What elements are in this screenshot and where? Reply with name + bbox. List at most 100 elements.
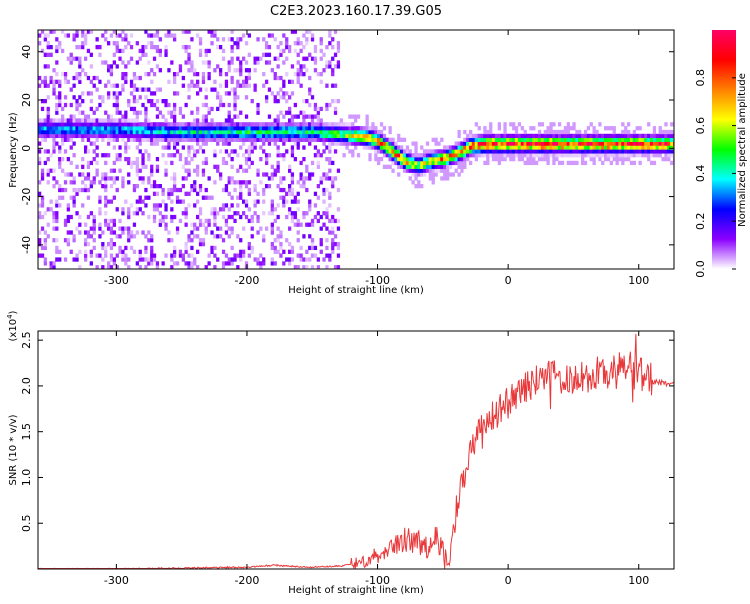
heatmap-cell — [483, 133, 487, 139]
heatmap-cell — [38, 253, 42, 258]
heatmap-cell — [345, 129, 349, 135]
heatmap-cell — [532, 141, 536, 146]
heatmap-cell — [299, 184, 303, 189]
heatmap-cell — [319, 238, 323, 243]
heatmap-cell — [563, 137, 568, 142]
heatmap-cell — [175, 126, 180, 131]
heatmap-cell — [514, 153, 519, 158]
heatmap-cell — [92, 238, 96, 243]
heatmap-cell — [575, 153, 579, 158]
heatmap-cell — [457, 157, 461, 162]
heatmap-cell — [379, 122, 384, 127]
heatmap-cell — [356, 137, 361, 142]
heatmap-cell — [333, 106, 338, 112]
heatmap-cell — [132, 106, 137, 112]
heatmap-cell — [374, 137, 378, 142]
heatmap-cell — [259, 145, 263, 150]
heatmap-cell — [661, 133, 665, 139]
heatmap-cell — [509, 157, 513, 162]
heatmap-cell — [213, 180, 217, 185]
heatmap-cell — [221, 261, 226, 266]
heatmap-cell — [132, 110, 137, 115]
heatmap-cell — [204, 52, 208, 57]
heatmap-cell — [221, 157, 226, 162]
heatmap-cell — [196, 214, 200, 220]
heatmap-cell — [109, 265, 114, 269]
heatmap-cell — [356, 153, 361, 158]
heatmap-cell — [112, 118, 116, 123]
heatmap-cell — [368, 129, 372, 135]
heatmap-cell — [288, 168, 292, 173]
heatmap-cell — [155, 203, 160, 208]
heatmap-cell — [224, 141, 229, 146]
heatmap-cell — [86, 230, 91, 235]
heatmap-cell — [78, 95, 82, 100]
heatmap-cell — [38, 214, 42, 220]
heatmap-cell — [178, 157, 183, 162]
heatmap-cell — [296, 79, 300, 84]
heatmap-cell — [118, 33, 122, 38]
heatmap-cell — [305, 30, 309, 34]
heatmap-cell — [336, 245, 341, 251]
heatmap-cell — [365, 118, 369, 123]
heatmap-cell — [224, 133, 229, 139]
heatmap-cell — [546, 141, 550, 146]
heatmap-cell — [135, 75, 139, 81]
heatmap-cell — [152, 33, 157, 38]
heatmap-cell — [595, 129, 599, 135]
heatmap-cell — [193, 137, 197, 142]
heatmap-cell — [322, 191, 326, 196]
heatmap-cell — [244, 129, 249, 135]
heatmap-cell — [296, 129, 300, 135]
heatmap-cell — [236, 37, 240, 42]
heatmap-cell — [49, 133, 53, 139]
heatmap-cell — [227, 153, 231, 158]
heatmap-cell — [356, 114, 361, 119]
heatmap-cell — [420, 157, 424, 162]
x-tick-label: -300 — [104, 574, 129, 587]
heatmap-cell — [293, 30, 297, 34]
heatmap-cell — [293, 195, 297, 200]
heatmap-cell — [95, 160, 99, 166]
heatmap-cell — [184, 249, 188, 254]
heatmap-cell — [572, 126, 576, 131]
heatmap-cell — [167, 33, 171, 38]
heatmap-cell — [101, 122, 105, 127]
heatmap-cell — [230, 180, 234, 185]
heatmap-cell — [423, 153, 427, 158]
heatmap-cell — [107, 126, 111, 131]
heatmap-cell — [265, 95, 269, 100]
heatmap-cell — [147, 257, 151, 262]
snr-y-scale-label: (x104) — [6, 310, 19, 341]
heatmap-cell — [138, 133, 142, 139]
heatmap-cell — [379, 129, 384, 135]
heatmap-cell — [569, 160, 573, 166]
heatmap-cell — [129, 137, 134, 142]
heatmap-cell — [190, 133, 194, 139]
heatmap-cell — [615, 149, 619, 154]
heatmap-cell — [629, 133, 634, 139]
heatmap-cell — [135, 41, 139, 46]
heatmap-cell — [78, 222, 82, 227]
heatmap-cell — [167, 102, 171, 108]
heatmap-cell — [95, 75, 99, 81]
heatmap-cell — [187, 261, 191, 266]
heatmap-cell — [158, 129, 162, 135]
heatmap-cell — [155, 48, 160, 54]
heatmap-cell — [152, 129, 157, 135]
heatmap-cell — [345, 133, 349, 139]
heatmap-cell — [107, 141, 111, 146]
heatmap-cell — [489, 122, 493, 127]
heatmap-cell — [98, 222, 102, 227]
heatmap-cell — [89, 79, 93, 84]
heatmap-cell — [190, 129, 194, 135]
heatmap-cell — [118, 133, 122, 139]
heatmap-cell — [164, 145, 168, 150]
heatmap-cell — [196, 83, 200, 88]
heatmap-cell — [552, 122, 556, 127]
heatmap-cell — [107, 118, 111, 123]
heatmap-cell — [313, 60, 318, 65]
heatmap-cell — [40, 176, 45, 181]
heatmap-cell — [555, 153, 559, 158]
heatmap-cell — [49, 45, 53, 50]
